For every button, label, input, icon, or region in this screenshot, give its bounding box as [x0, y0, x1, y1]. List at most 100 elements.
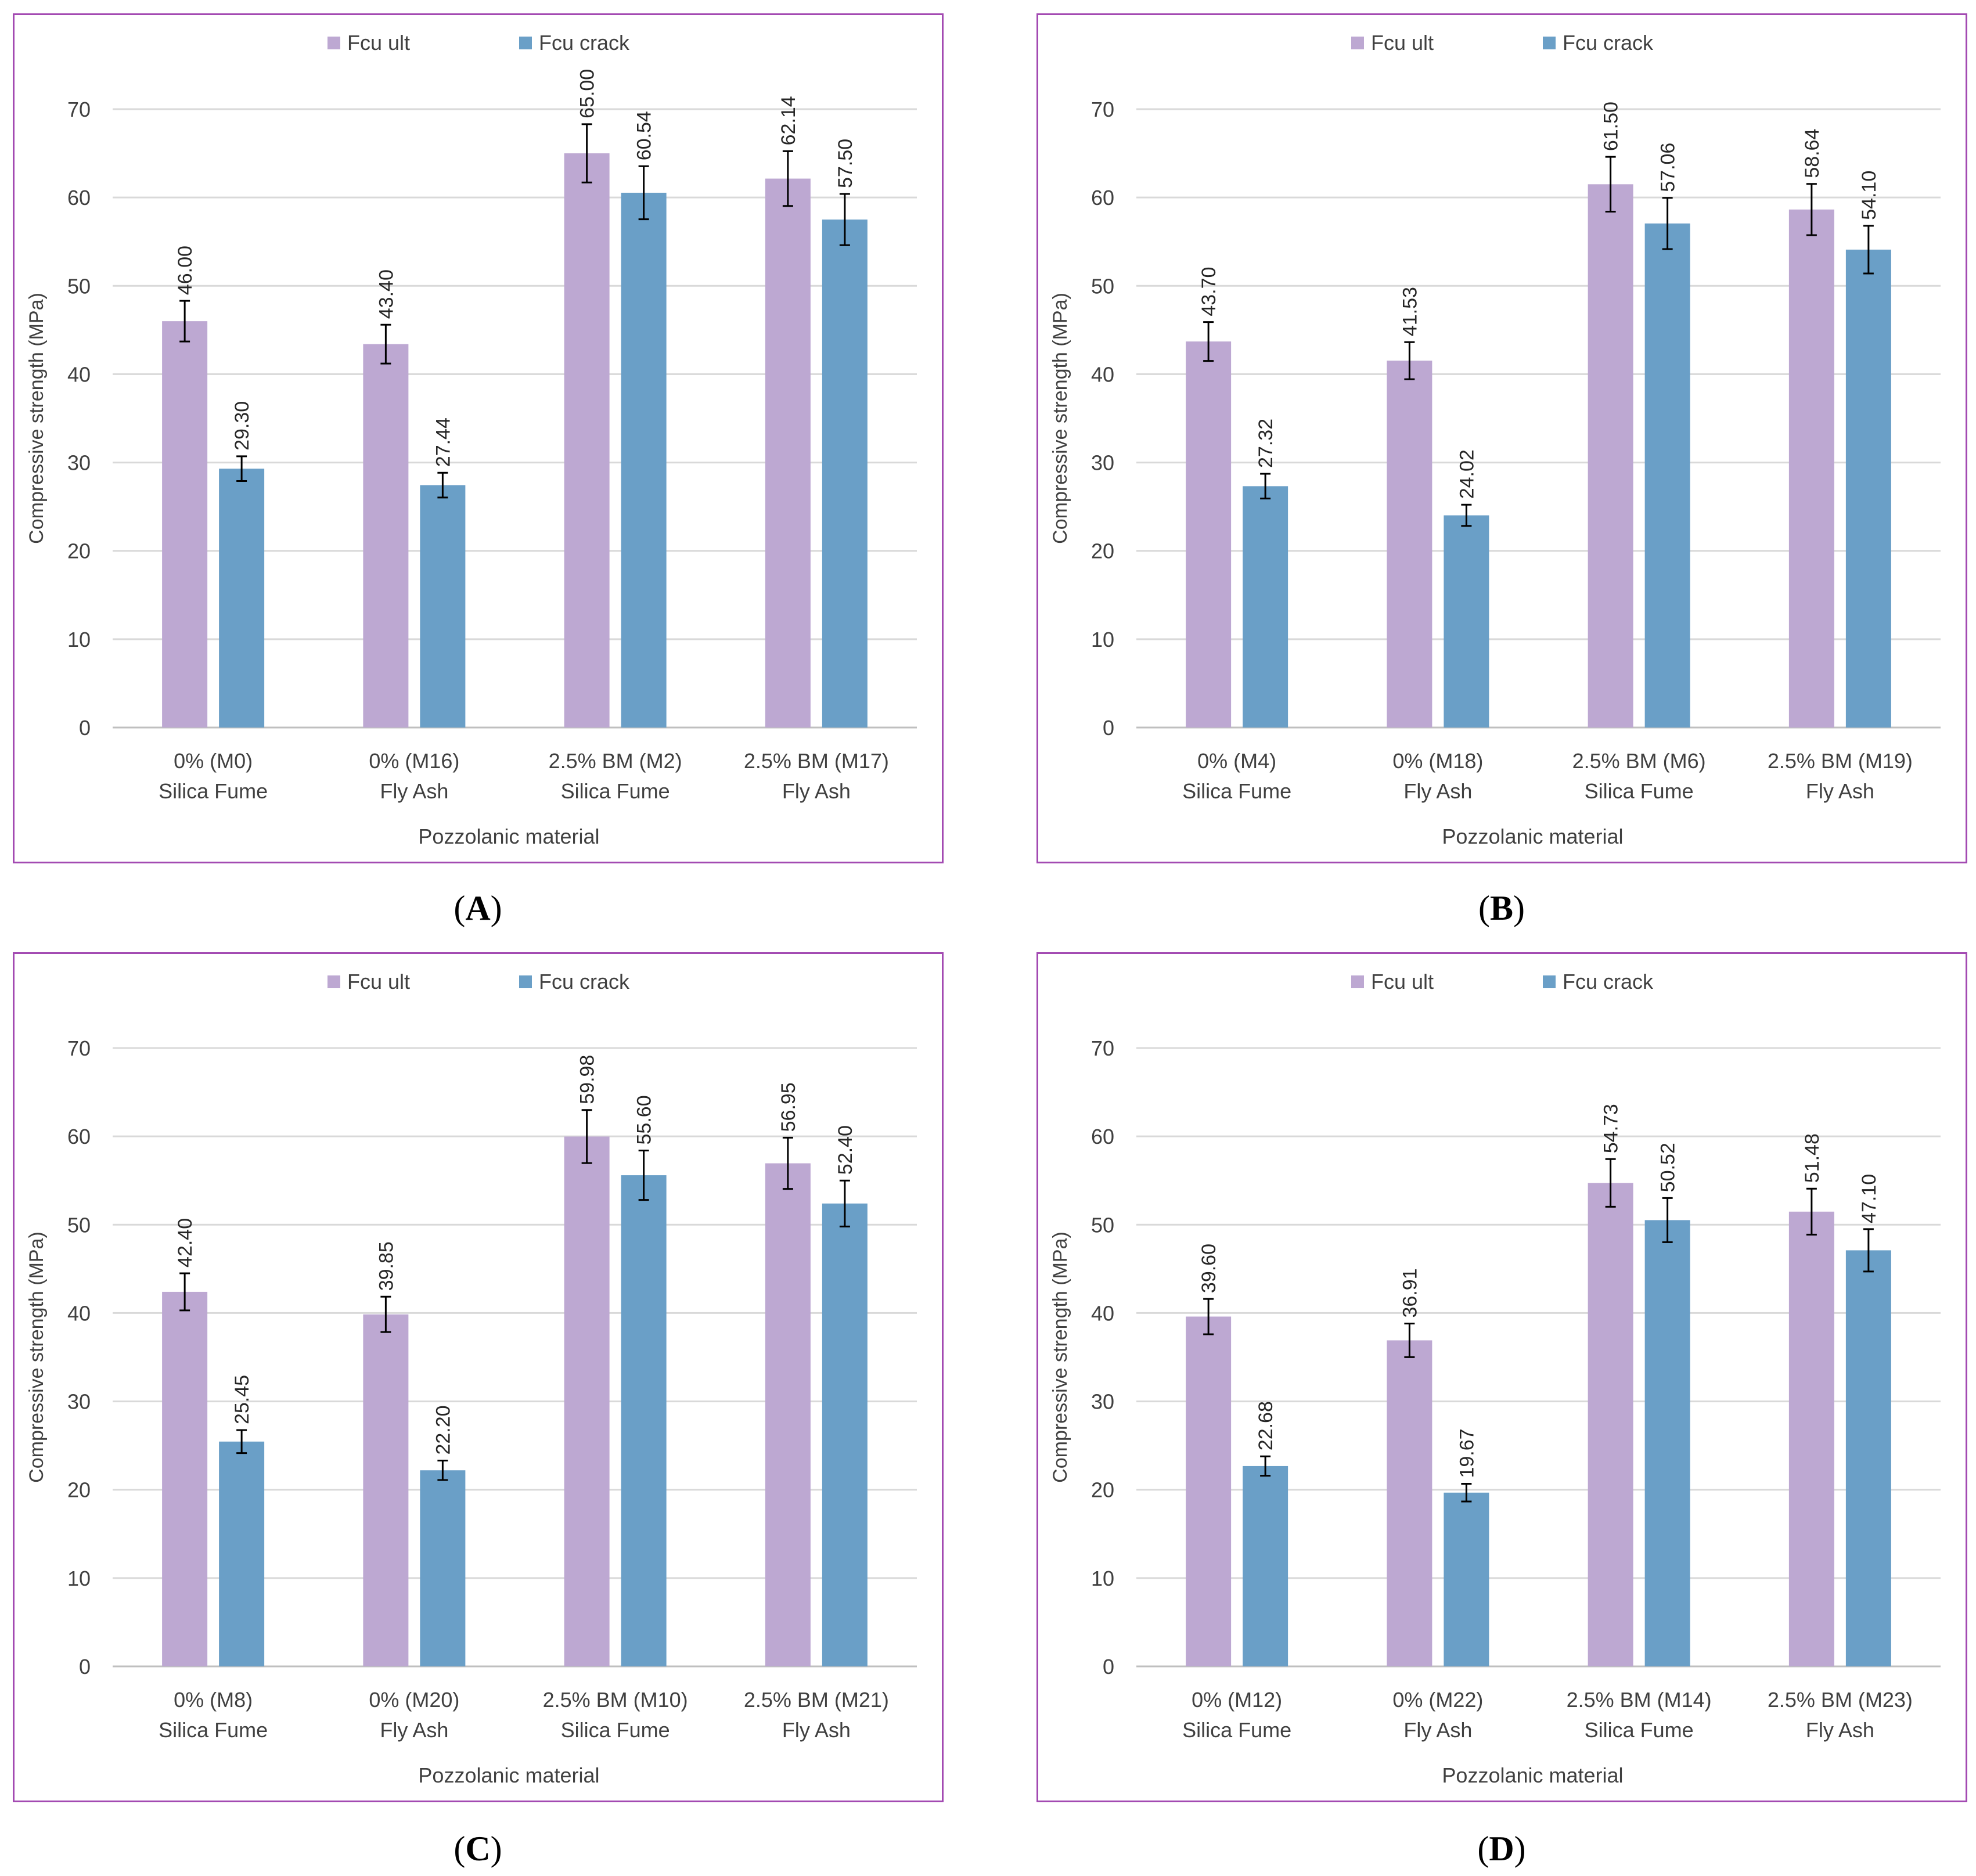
bar-fcu-ult — [363, 1314, 409, 1666]
y-tick-label: 30 — [1091, 1390, 1114, 1414]
x-tick-sublabel: Silica Fume — [561, 1718, 670, 1742]
bar-fcu-crack — [822, 219, 868, 728]
x-tick-sublabel: Fly Ash — [380, 1718, 448, 1742]
y-tick-label: 20 — [1091, 539, 1114, 563]
caption-d: (D) — [1477, 1830, 1526, 1868]
data-label-fcu-crack: 55.60 — [634, 1095, 656, 1144]
chart-panel-c: 0 10 20 30 40 50 60 70 Compressive strength (MPa… — [13, 952, 944, 1802]
data-label-fcu-crack: 29.30 — [231, 401, 253, 451]
y-tick-label: 50 — [67, 274, 91, 298]
data-label-fcu-crack: 54.10 — [1858, 171, 1880, 220]
y-tick-label: 60 — [67, 1125, 91, 1148]
chart-panel-d: 0 10 20 30 40 50 60 70 Compressive strength (MPa… — [1036, 952, 1967, 1802]
data-label-fcu-crack: 25.45 — [231, 1375, 253, 1424]
y-axis-title: Compressive strength (MPa) — [1049, 293, 1071, 544]
bar-fcu-ult — [363, 344, 409, 728]
x-tick-sublabel: Silica Fume — [159, 1718, 268, 1742]
y-tick-label: 70 — [1091, 98, 1114, 121]
y-axis-title: Compressive strength (MPa) — [1049, 1232, 1071, 1483]
data-label-fcu-ult: 43.40 — [375, 269, 397, 319]
bar-chart-c: 0 10 20 30 40 50 60 70 Compressive strength (MPa… — [13, 952, 944, 1802]
caption-letter-d: D — [1489, 1830, 1514, 1868]
y-tick-label: 0 — [1103, 1655, 1114, 1679]
y-tick-label: 10 — [67, 1567, 91, 1590]
data-label-fcu-ult: 43.70 — [1198, 267, 1220, 316]
caption-letter-c: C — [465, 1830, 491, 1868]
caption-letter-a: A — [465, 889, 491, 927]
chart-panel-a: 0 10 20 30 40 50 60 70 Compressive strength (MPa… — [13, 13, 944, 863]
data-label-fcu-ult: 42.40 — [174, 1218, 196, 1268]
bar-fcu-crack — [219, 1441, 265, 1666]
x-tick-label: 2.5% BM (M6) — [1572, 749, 1706, 773]
bar-chart-d: 0 10 20 30 40 50 60 70 Compressive strength (MPa… — [1036, 952, 1967, 1802]
bar-fcu-crack — [621, 192, 667, 728]
y-tick-label: 10 — [1091, 628, 1114, 651]
data-label-fcu-ult: 62.14 — [778, 96, 800, 145]
bar-fcu-ult — [564, 1136, 610, 1666]
data-label-fcu-crack: 19.67 — [1456, 1428, 1478, 1478]
x-tick-label: 0% (M12) — [1192, 1688, 1282, 1712]
bar-fcu-crack — [1644, 1220, 1690, 1666]
y-tick-label: 20 — [67, 539, 91, 563]
bar-fcu-crack — [1444, 515, 1489, 728]
x-tick-label: 0% (M8) — [174, 1688, 253, 1712]
data-label-fcu-ult: 36.91 — [1399, 1268, 1421, 1317]
x-tick-label: 2.5% BM (M2) — [549, 749, 682, 773]
x-tick-label: 2.5% BM (M21) — [744, 1688, 889, 1712]
bar-fcu-crack — [420, 1470, 466, 1666]
y-tick-label: 50 — [1091, 274, 1114, 298]
x-axis-title: Pozzolanic material — [418, 1763, 599, 1787]
data-label-fcu-crack: 27.44 — [432, 417, 454, 467]
x-tick-sublabel: Fly Ash — [782, 779, 851, 803]
legend-fcu-crack-swatch — [519, 37, 532, 49]
legend-fcu-ult-swatch — [327, 975, 340, 988]
y-tick-label: 20 — [1091, 1478, 1114, 1502]
data-label-fcu-ult: 61.50 — [1600, 102, 1622, 151]
bar-fcu-ult — [1588, 184, 1633, 728]
y-axis-title: Compressive strength (MPa) — [26, 293, 48, 544]
chart-panel-b: 0 10 20 30 40 50 60 70 Compressive strength (MPa… — [1036, 13, 1967, 863]
bar-fcu-crack — [1444, 1492, 1489, 1666]
x-axis-title: Pozzolanic material — [1442, 1763, 1623, 1787]
bar-fcu-ult — [765, 178, 811, 728]
y-tick-label: 60 — [1091, 186, 1114, 210]
legend-fcu-crack-swatch — [1543, 37, 1556, 49]
x-tick-label: 0% (M20) — [369, 1688, 459, 1712]
caption-b: (B) — [1478, 889, 1525, 927]
data-label-fcu-crack: 22.20 — [432, 1405, 454, 1454]
legend-fcu-crack-label: Fcu crack — [539, 31, 630, 55]
y-tick-label: 30 — [1091, 451, 1114, 475]
bar-fcu-crack — [822, 1203, 868, 1666]
y-tick-label: 70 — [67, 98, 91, 121]
data-label-fcu-crack: 50.52 — [1657, 1143, 1679, 1192]
bar-fcu-ult — [765, 1163, 811, 1666]
x-tick-label: 2.5% BM (M10) — [543, 1688, 688, 1712]
data-label-fcu-crack: 57.50 — [834, 139, 856, 188]
y-tick-label: 40 — [67, 1301, 91, 1325]
legend-fcu-crack-swatch — [519, 975, 532, 988]
y-tick-label: 30 — [67, 1390, 91, 1414]
x-tick-label: 0% (M0) — [174, 749, 253, 773]
x-tick-label: 0% (M16) — [369, 749, 459, 773]
bar-fcu-crack — [1845, 1250, 1891, 1666]
x-tick-label: 2.5% BM (M14) — [1567, 1688, 1712, 1712]
y-tick-label: 0 — [79, 716, 91, 740]
bar-fcu-ult — [1588, 1183, 1633, 1666]
y-tick-label: 50 — [67, 1213, 91, 1237]
x-axis-title: Pozzolanic material — [418, 824, 599, 848]
legend-fcu-ult-label: Fcu ult — [347, 970, 410, 993]
legend-fcu-ult-label: Fcu ult — [1371, 970, 1434, 993]
bar-fcu-crack — [1644, 223, 1690, 728]
y-tick-label: 40 — [67, 362, 91, 386]
x-tick-label: 2.5% BM (M17) — [744, 749, 889, 773]
data-label-fcu-crack: 24.02 — [1456, 449, 1478, 499]
caption-letter-b: B — [1489, 889, 1514, 927]
y-tick-label: 40 — [1091, 362, 1114, 386]
y-axis-title: Compressive strength (MPa) — [26, 1232, 48, 1483]
x-tick-sublabel: Fly Ash — [1806, 1718, 1874, 1742]
bar-chart-b: 0 10 20 30 40 50 60 70 Compressive strength (MPa… — [1036, 13, 1967, 863]
y-tick-label: 60 — [67, 186, 91, 210]
y-tick-label: 60 — [1091, 1125, 1114, 1148]
bar-chart-a: 0 10 20 30 40 50 60 70 Compressive strength (MPa… — [13, 13, 944, 863]
legend-fcu-crack-label: Fcu crack — [1563, 31, 1654, 55]
